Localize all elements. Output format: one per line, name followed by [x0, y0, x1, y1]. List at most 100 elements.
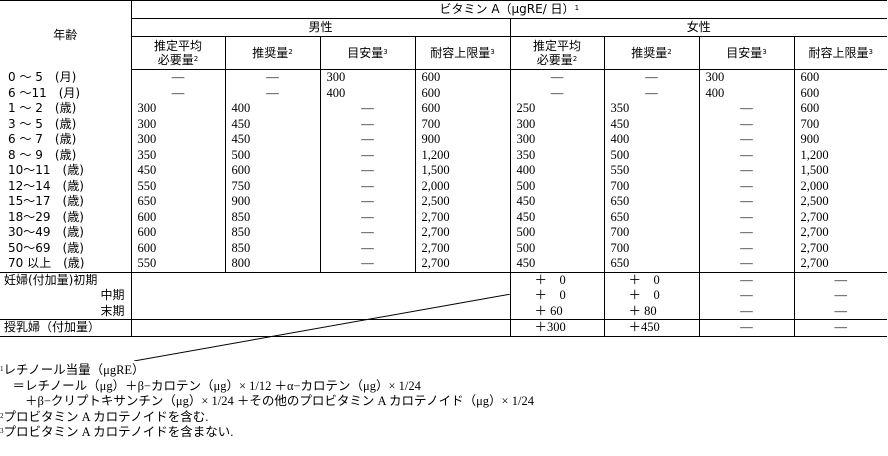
male-value-cell: 2,000: [415, 178, 511, 194]
female-value-cell: 650: [604, 209, 700, 225]
female-value-cell: 400: [510, 163, 605, 179]
male-na-cell: [131, 303, 511, 320]
footnote-line: ＋β−クリプトキサンチン（μg）× 1/24 ＋その他のプロビタミン A カロテ…: [0, 394, 534, 408]
age-cell: 70 以上 (歳): [0, 256, 132, 273]
male-value-cell: 2,700: [415, 209, 511, 225]
male-value-cell: 900: [415, 132, 511, 148]
female-value-cell: 300: [699, 69, 795, 86]
female-value-cell: 450: [604, 116, 700, 132]
male-value-cell: 400: [320, 85, 416, 101]
table-row: 0 ～ 5 (月) — —300 600— —300 600: [0, 69, 887, 86]
female-value-cell: ＋ 80: [604, 303, 700, 320]
female-value-cell: 1,200: [800, 147, 829, 162]
male-value-cell: 650: [131, 194, 226, 210]
male-value-cell: 850: [225, 240, 321, 256]
female-value-cell: 700: [604, 178, 700, 194]
table-row: 3 ～ 5 (歳) 300 450—700 300 450—700: [0, 116, 887, 132]
table-row: 30～49 (歳) 600 850—2,700 500 700—2,700: [0, 225, 887, 241]
pregnant-label-cell: 中期: [0, 288, 132, 304]
male-value-cell: 550: [131, 178, 226, 194]
male-value-cell: 350: [131, 147, 226, 163]
female-ear-header: 推定平均 必要量2: [510, 36, 605, 70]
male-value-cell: —: [225, 69, 321, 86]
male-value-cell: 2,700: [415, 240, 511, 256]
female-value-cell: ＋ 0: [510, 272, 605, 288]
male-value-cell: 600: [415, 101, 511, 117]
male-value-cell: 450: [225, 132, 321, 148]
female-value-cell: —: [699, 132, 795, 148]
male-value-cell: 800: [225, 256, 321, 273]
male-value-cell: 450: [225, 116, 321, 132]
female-value-cell: 550: [604, 163, 700, 179]
male-value-cell: —: [320, 101, 416, 117]
female-value-cell: 350: [510, 147, 605, 163]
female-value-cell: 250: [510, 101, 605, 117]
male-value-cell: 400: [225, 101, 321, 117]
table-row: 6 ～ 7 (歳) 300 450—900 300 400—900: [0, 132, 887, 148]
table-row: 8 ～ 9 (歳) 350 500—1,200 350 500—1,200: [0, 147, 887, 163]
vitamin-header-text: ビタミン A（μgRE/ 日）: [439, 1, 575, 16]
female-value-cell: —: [834, 288, 848, 302]
male-value-cell: 2,500: [415, 194, 511, 210]
female-value-cell: ＋ 60: [510, 303, 605, 320]
female-value-cell: 900: [800, 132, 820, 146]
footnote-line: 1レチノール当量（μgRE）: [0, 363, 145, 377]
female-value-cell: 2,500: [800, 194, 829, 208]
female-value-cell: ＋300: [510, 319, 605, 337]
female-value-cell: —: [510, 69, 605, 86]
female-value-cell: 600: [800, 101, 820, 115]
table-row: 12～14 (歳) 550 750—2,000 500 700—2,000: [0, 178, 887, 194]
female-value-cell: —: [699, 194, 795, 210]
table-row: 15～17 (歳) 650 900—2,500 450 650—2,500: [0, 194, 887, 210]
female-value-cell: 700: [604, 240, 700, 256]
female-value-cell: 2,700: [794, 256, 888, 273]
pregnant-label-cell: 妊婦(付加量)初期: [0, 272, 132, 288]
stage-label: 中期: [100, 288, 125, 302]
female-value-cell: 2,700: [800, 209, 829, 224]
male-value-cell: 600: [131, 225, 226, 241]
footnote-line: ＝レチノール（μg）＋β−カロテン（μg）× 1/12 ＋α−カロテン（μg）×…: [0, 378, 421, 393]
male-value-cell: —: [320, 240, 416, 256]
female-value-cell: 500: [510, 178, 605, 194]
age-cell: 6 ～ 7 (歳): [0, 132, 132, 148]
female-value-cell: —: [699, 101, 795, 117]
age-cell: 0 ～ 5 (月): [0, 69, 132, 86]
male-rda-header: 推奨量2: [225, 36, 321, 70]
table-body: 0 ～ 5 (月) — —300 600— —300 600 6 ～11 (月) — —400 6…: [0, 69, 888, 273]
vitamin-header: ビタミン A（μgRE/ 日）1: [131, 0, 888, 19]
female-value-cell: 350: [604, 101, 700, 117]
age-cell: 15～17 (歳): [0, 194, 132, 210]
female-value-cell: 500: [604, 147, 700, 163]
male-value-cell: —: [320, 209, 416, 225]
female-value-cell: —: [604, 69, 700, 86]
male-value-cell: 600: [131, 209, 226, 225]
table-row: 70 以上 (歳) 550 800—2,700 450 650—2,700: [0, 256, 888, 273]
male-value-cell: 1,200: [415, 147, 511, 163]
female-value-cell: —: [834, 303, 848, 318]
male-value-cell: —: [225, 85, 321, 101]
female-value-cell: ＋ 0: [604, 288, 700, 304]
age-cell: 3 ～ 5 (歳): [0, 116, 132, 132]
table-row: 6 ～11 (月) — —400 600— —400 600: [0, 85, 887, 101]
vitamin-a-table: 年齢 ビタミン A（μgRE/ 日）1 男性 女性 推定平均 必要量2 推奨量2 …: [0, 0, 888, 337]
female-value-cell: 300: [510, 132, 605, 148]
pregnant-row: 妊婦(付加量)初期＋ 0 ＋ 0— —: [0, 272, 887, 288]
female-value-cell: 300: [510, 116, 605, 132]
male-ai-header: 目安量3: [320, 36, 416, 70]
male-value-cell: 550: [131, 256, 226, 273]
female-value-cell: 400: [699, 85, 795, 101]
female-value-cell: 450: [510, 194, 605, 210]
male-na-cell: [131, 288, 511, 304]
male-header: 男性: [131, 18, 511, 37]
female-value-cell: —: [699, 256, 795, 273]
age-cell: 50～69 (歳): [0, 240, 132, 256]
male-value-cell: —: [320, 147, 416, 163]
female-value-cell: —: [699, 116, 795, 132]
female-value-cell: 1,500: [800, 163, 829, 177]
male-value-cell: —: [320, 178, 416, 194]
female-value-cell: —: [699, 209, 795, 225]
female-value-cell: 450: [510, 256, 605, 273]
table-row: 18～29 (歳) 600 850—2,700 450 650—2,700: [0, 209, 887, 225]
male-value-cell: —: [320, 194, 416, 210]
male-value-cell: 850: [225, 225, 321, 241]
